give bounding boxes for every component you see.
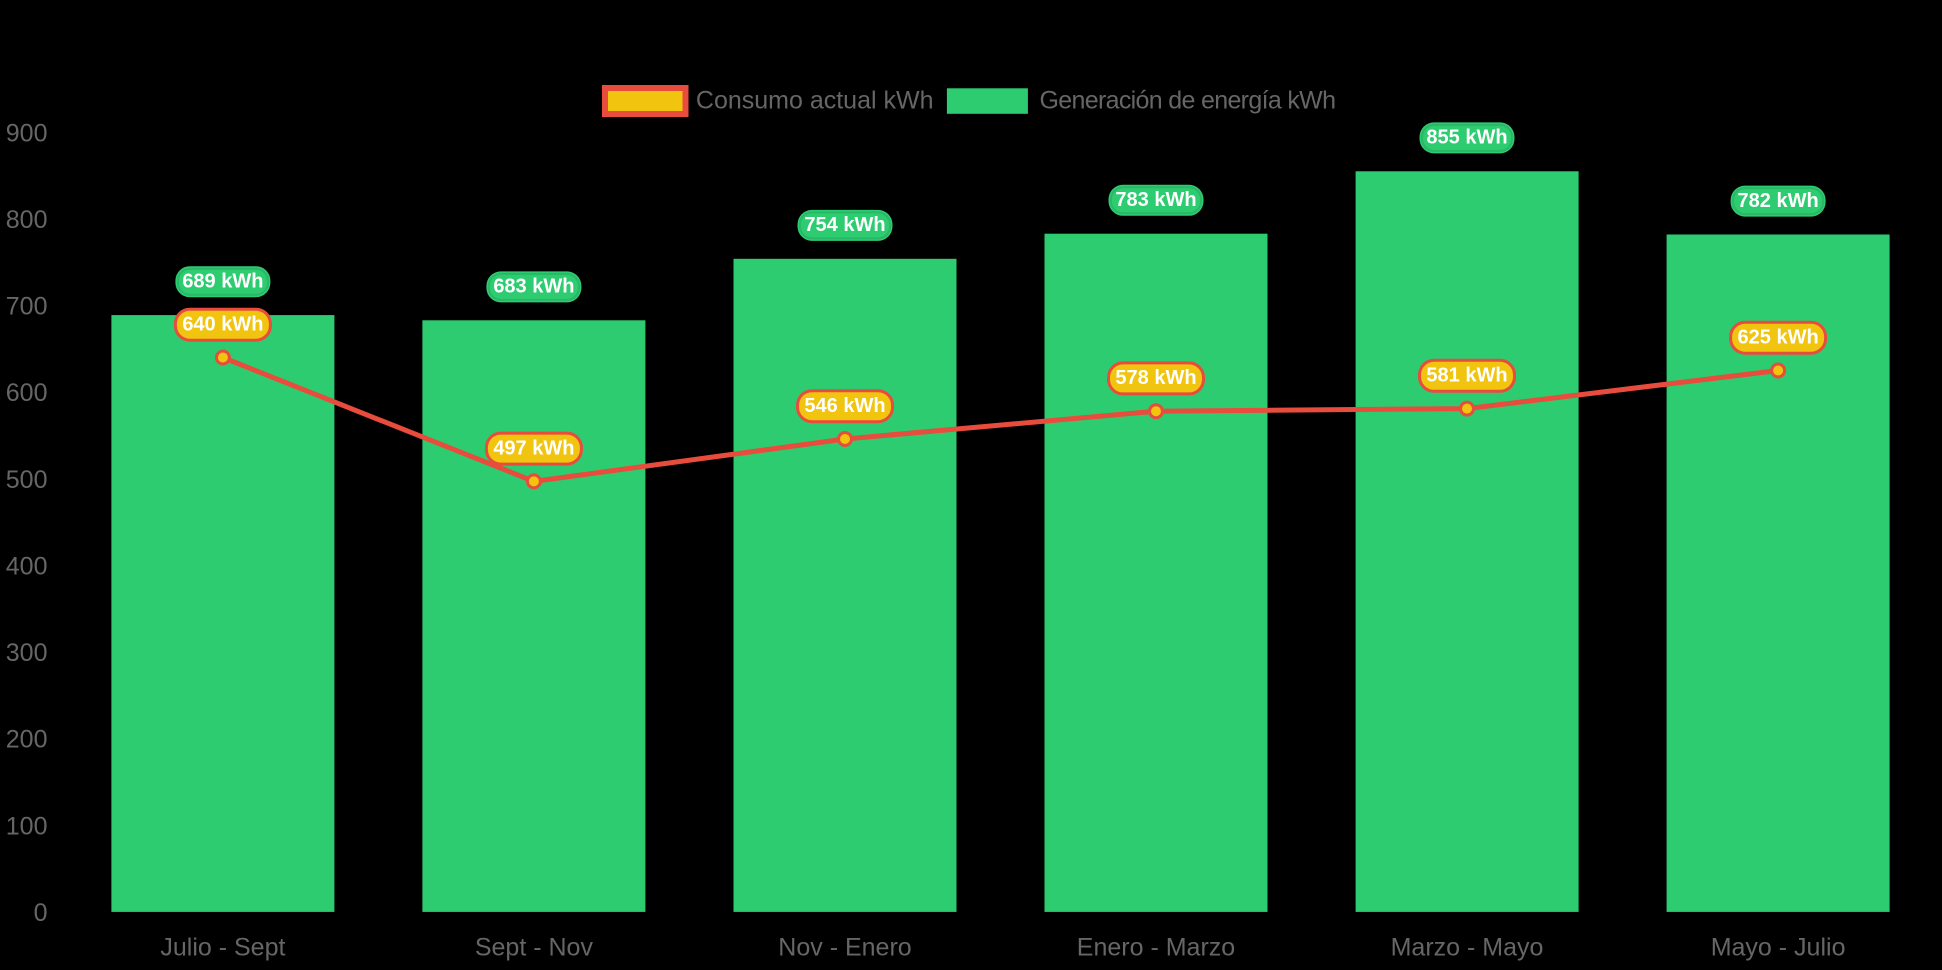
- svg-text:754 kWh: 754 kWh: [804, 214, 885, 236]
- svg-text:500: 500: [6, 466, 48, 494]
- svg-text:700: 700: [6, 293, 48, 321]
- svg-text:683 kWh: 683 kWh: [493, 276, 574, 298]
- svg-text:Julio - Sept: Julio - Sept: [160, 933, 285, 961]
- svg-text:640 kWh: 640 kWh: [182, 314, 263, 336]
- svg-text:200: 200: [6, 726, 48, 754]
- svg-text:689 kWh: 689 kWh: [182, 271, 263, 293]
- svg-text:Sept - Nov: Sept - Nov: [475, 933, 594, 961]
- svg-text:782 kWh: 782 kWh: [1738, 190, 1819, 212]
- svg-text:497 kWh: 497 kWh: [493, 437, 574, 459]
- svg-text:900: 900: [6, 119, 48, 147]
- svg-text:400: 400: [6, 552, 48, 580]
- svg-text:Consumo actual kWh: Consumo actual kWh: [696, 86, 934, 114]
- svg-text:300: 300: [6, 639, 48, 667]
- svg-text:578 kWh: 578 kWh: [1115, 367, 1196, 389]
- svg-text:546 kWh: 546 kWh: [804, 395, 885, 417]
- svg-text:581 kWh: 581 kWh: [1426, 365, 1507, 387]
- svg-text:0: 0: [34, 899, 48, 927]
- svg-text:783 kWh: 783 kWh: [1115, 189, 1196, 211]
- svg-text:Generación de energía kWh: Generación de energía kWh: [1040, 86, 1337, 114]
- svg-text:100: 100: [6, 812, 48, 840]
- svg-text:Nov - Enero: Nov - Enero: [778, 933, 911, 961]
- svg-text:600: 600: [6, 379, 48, 407]
- svg-text:800: 800: [6, 206, 48, 234]
- svg-text:Marzo - Mayo: Marzo - Mayo: [1391, 933, 1544, 961]
- svg-text:625 kWh: 625 kWh: [1738, 327, 1819, 349]
- svg-text:Mayo - Julio: Mayo - Julio: [1711, 933, 1846, 961]
- svg-text:Enero - Marzo: Enero - Marzo: [1077, 933, 1235, 961]
- svg-text:855 kWh: 855 kWh: [1426, 127, 1507, 149]
